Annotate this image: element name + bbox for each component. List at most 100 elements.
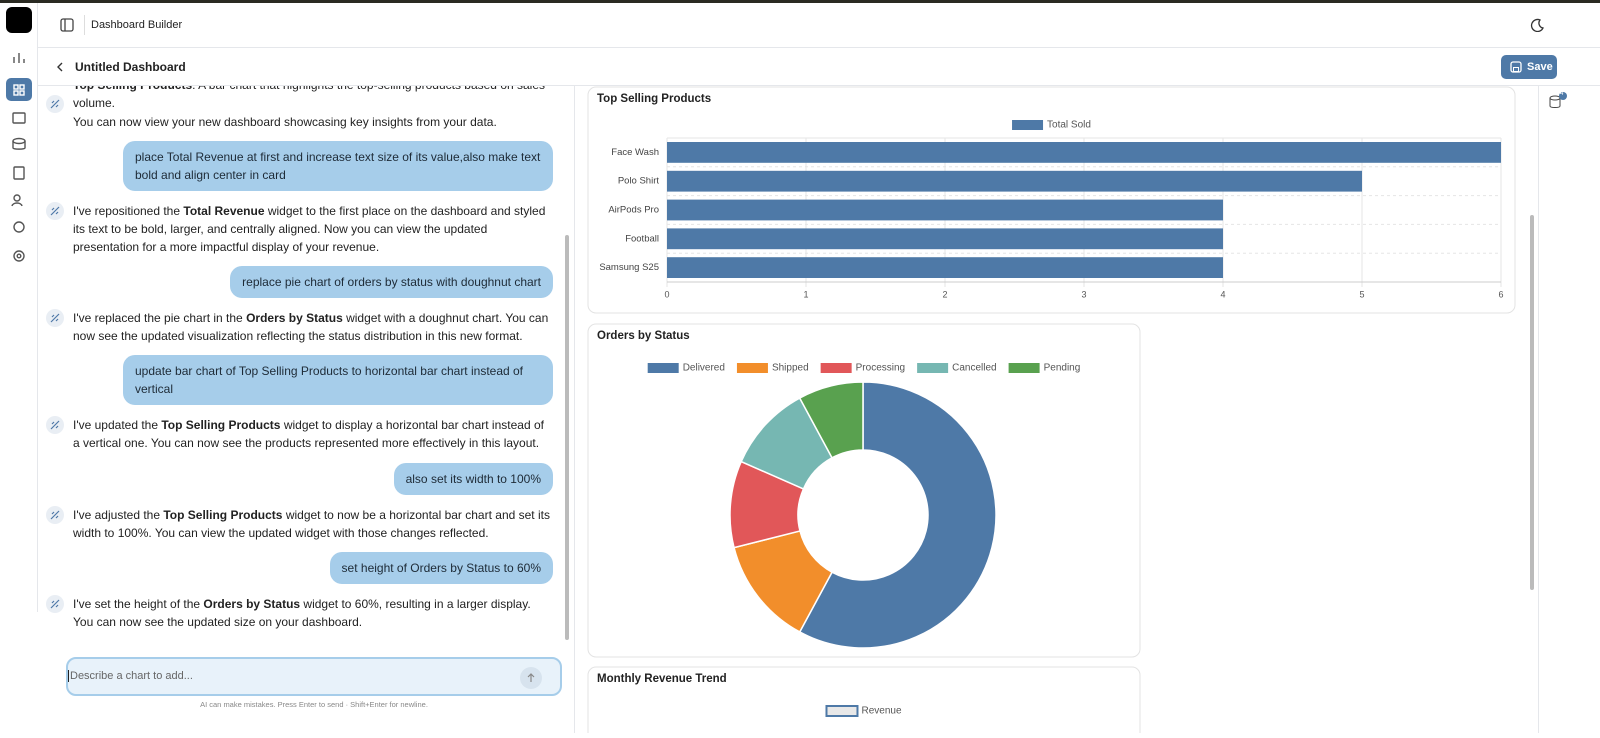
bar bbox=[667, 142, 1501, 163]
chat-message-user: set height of Orders by Status to 60% bbox=[329, 552, 553, 584]
footer-note: AI can make mistakes. Press Enter to sen… bbox=[200, 700, 428, 709]
message-text: I've updated the bbox=[73, 418, 162, 432]
legend-swatch bbox=[825, 705, 859, 717]
chart-card bbox=[587, 666, 1141, 738]
theme-toggle[interactable] bbox=[1530, 18, 1544, 32]
reports-icon[interactable] bbox=[12, 112, 26, 124]
message-text: place Total Revenue at first and increas… bbox=[135, 150, 541, 182]
dashboard-title: Untitled Dashboard bbox=[75, 60, 186, 74]
dashboard-icon-active[interactable] bbox=[6, 78, 32, 101]
logo bbox=[6, 7, 32, 33]
chat-input[interactable]: Describe a chart to add... bbox=[66, 657, 562, 696]
x-tick-label: 4 bbox=[1220, 289, 1225, 299]
settings-icon[interactable] bbox=[13, 250, 25, 262]
chat-message-assistant: I've adjusted the Top Selling Products w… bbox=[73, 506, 551, 542]
y-tick-label: AirPods Pro bbox=[608, 205, 659, 216]
users-icon[interactable] bbox=[13, 194, 21, 202]
message-text: Orders by Status bbox=[203, 597, 301, 611]
legend-label: Delivered bbox=[683, 363, 725, 374]
bar bbox=[667, 170, 1362, 192]
message-text: replace pie chart of orders by status wi… bbox=[242, 275, 541, 289]
message-text: widget to display a horizontal bar chart… bbox=[73, 418, 544, 450]
icon-rail bbox=[0, 3, 38, 612]
assistant-icon bbox=[46, 309, 64, 327]
x-tick-label: 5 bbox=[1359, 289, 1364, 299]
chat-message-assistant: I've set the height of the Orders by Sta… bbox=[73, 595, 551, 631]
assistant-icon bbox=[46, 416, 64, 434]
legend-swatch bbox=[1012, 120, 1044, 130]
header-title: Dashboard Builder bbox=[91, 19, 183, 31]
input-placeholder: Describe a chart to add... bbox=[68, 670, 193, 682]
bar bbox=[667, 228, 1223, 250]
send-button[interactable] bbox=[520, 667, 542, 689]
chat-scrollbar bbox=[565, 235, 569, 640]
save-button[interactable]: Save bbox=[1501, 55, 1557, 79]
legend-label: Pending bbox=[1044, 363, 1081, 374]
message-text: Top Selling Products bbox=[73, 86, 192, 92]
y-tick-label: Samsung S25 bbox=[599, 262, 659, 273]
y-tick-label: Face Wash bbox=[611, 147, 659, 158]
legend-label: Shipped bbox=[772, 363, 809, 374]
history-icon[interactable] bbox=[13, 221, 25, 233]
chat-message-user: update bar chart of Top Selling Products… bbox=[123, 355, 553, 405]
assistant-icon bbox=[46, 95, 64, 113]
message-text: also set its width to 100% bbox=[405, 472, 541, 486]
back-button[interactable] bbox=[55, 61, 65, 73]
bar bbox=[667, 199, 1223, 221]
message-text: update bar chart of Top Selling Products… bbox=[135, 364, 524, 396]
legend-swatch bbox=[647, 363, 679, 373]
top-bar bbox=[0, 0, 1600, 3]
assistant-icon bbox=[46, 595, 64, 613]
doughnut-slice bbox=[798, 381, 864, 459]
doughnut-slice bbox=[798, 381, 997, 649]
database-icon[interactable] bbox=[12, 137, 26, 145]
legend-swatch bbox=[1008, 363, 1040, 373]
chat-message-user: also set its width to 100% bbox=[393, 463, 553, 495]
x-tick-label: 2 bbox=[942, 289, 947, 299]
legend-label: Cancelled bbox=[952, 363, 996, 374]
message-text: Top Selling Products bbox=[161, 418, 281, 432]
app-header: Dashboard Builder bbox=[38, 3, 1600, 48]
x-tick-label: 0 bbox=[664, 289, 669, 299]
chart-card bbox=[587, 323, 1141, 658]
right-rail: 4 bbox=[1538, 86, 1600, 733]
chat-message-assistant: Top Selling Products: A bar chart that h… bbox=[73, 86, 551, 112]
chat-message-user: replace pie chart of orders by status wi… bbox=[230, 266, 553, 298]
message-text: widget to now be a horizontal bar chart … bbox=[73, 508, 550, 540]
message-text: Orders by Status bbox=[246, 311, 343, 325]
message-text: You can now view your new dashboard show… bbox=[73, 115, 497, 129]
chat-message-user: place Total Revenue at first and increas… bbox=[123, 141, 553, 191]
legend-label: Processing bbox=[856, 363, 905, 374]
sidebar-toggle[interactable] bbox=[60, 18, 74, 32]
chat-message-assistant: I've repositioned the Total Revenue widg… bbox=[73, 202, 551, 256]
assistant-icon bbox=[46, 506, 64, 524]
chat-message-assistant: You can now view your new dashboard show… bbox=[73, 113, 551, 131]
upload-icon[interactable] bbox=[13, 166, 25, 180]
chat-message-assistant: I've replaced the pie chart in the Order… bbox=[73, 309, 551, 345]
dashboard-scrollbar bbox=[1530, 215, 1534, 590]
legend-swatch bbox=[736, 363, 768, 373]
chat-panel: Top Selling Products: A bar chart that h… bbox=[38, 86, 572, 646]
dashboard-canvas: Top Selling Products Total Sold 0 1 2 3 4 5 6 Fac… bbox=[574, 86, 1538, 738]
assistant-icon bbox=[46, 202, 64, 220]
save-label: Save bbox=[1527, 61, 1553, 73]
message-text: set height of Orders by Status to 60% bbox=[341, 561, 541, 575]
chart-title: Top Selling Products bbox=[597, 93, 711, 105]
rail-icons bbox=[6, 53, 32, 262]
legend-label: Total Sold bbox=[1047, 120, 1091, 131]
legend-swatch bbox=[917, 363, 949, 373]
message-text: widget to the first place on the dashboa… bbox=[73, 204, 546, 254]
analytics-icon[interactable] bbox=[13, 53, 25, 63]
x-tick-label: 1 bbox=[803, 289, 808, 299]
x-tick-label: 3 bbox=[1081, 289, 1086, 299]
chart-title: Orders by Status bbox=[597, 330, 690, 342]
dashboard-header: Untitled Dashboard Save bbox=[38, 48, 1600, 86]
y-tick-label: Polo Shirt bbox=[618, 176, 660, 187]
data-sources-button[interactable] bbox=[1547, 92, 1569, 112]
message-text: widget with a doughnut chart. You can no… bbox=[73, 311, 549, 343]
charts: Top Selling Products Total Sold 0 1 2 3 4 5 6 Fac… bbox=[587, 86, 1516, 738]
chart-title: Monthly Revenue Trend bbox=[597, 673, 727, 685]
message-text: I've repositioned the bbox=[73, 204, 184, 218]
message-text: I've replaced the pie chart in the bbox=[73, 311, 247, 325]
